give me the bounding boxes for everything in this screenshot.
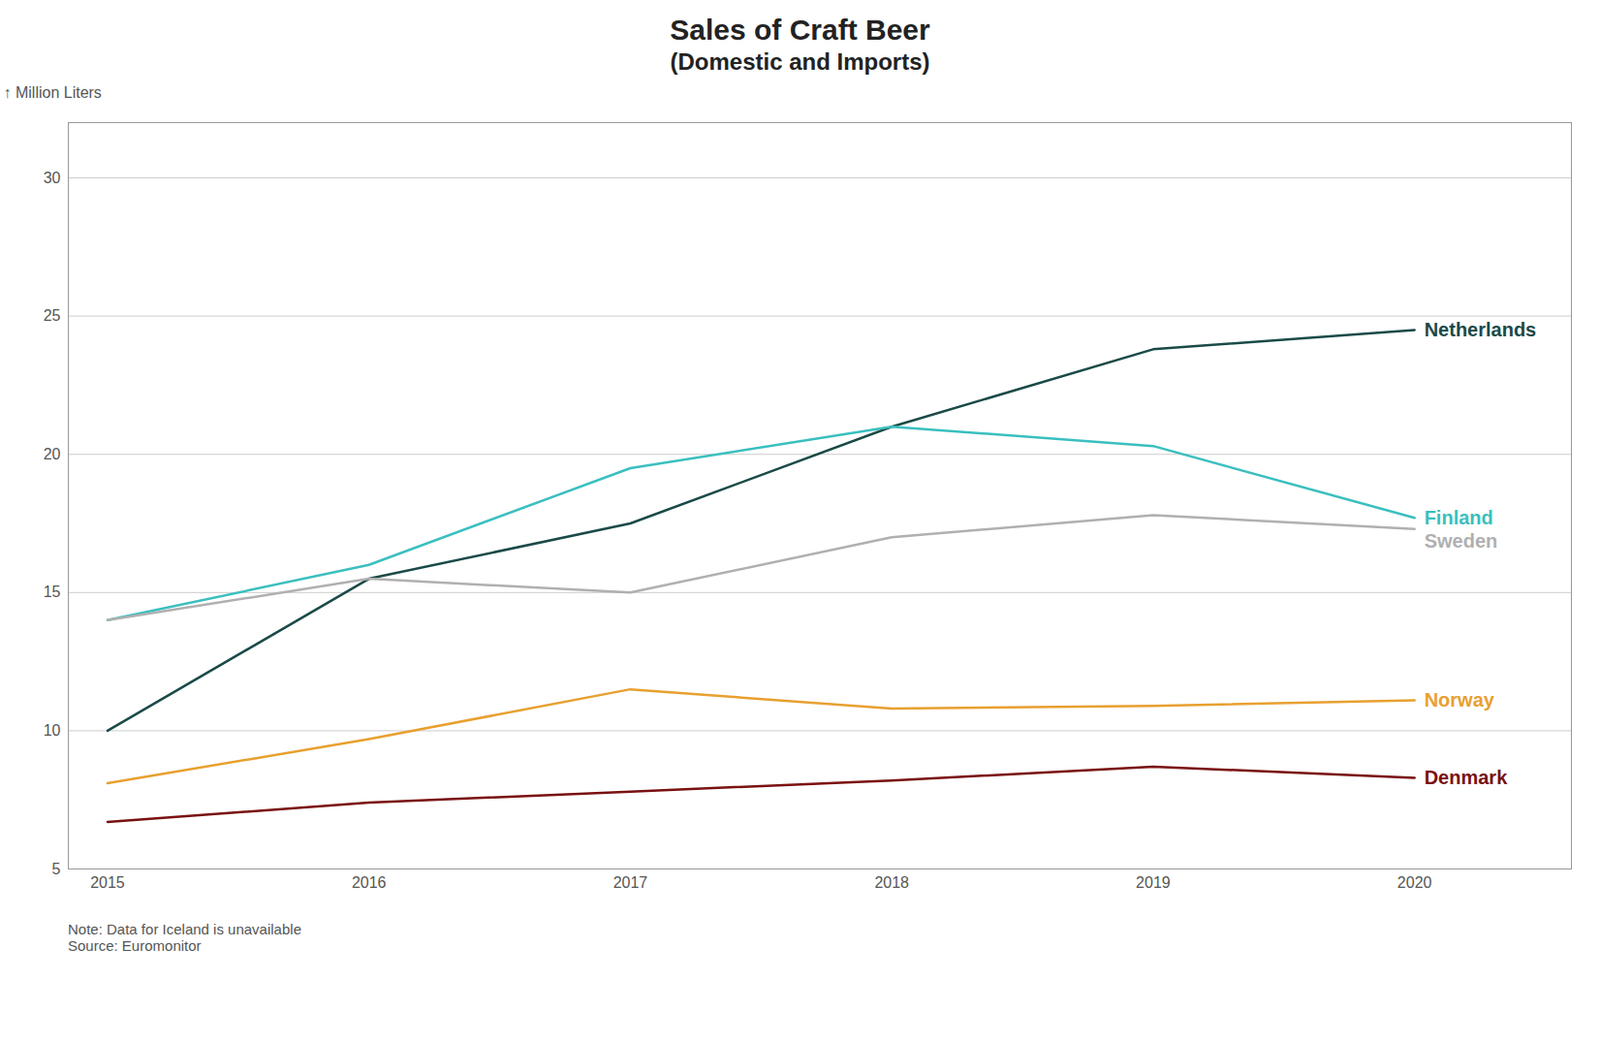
svg-text:2018: 2018 bbox=[874, 874, 910, 891]
svg-text:15: 15 bbox=[43, 583, 62, 600]
svg-text:30: 30 bbox=[43, 169, 62, 187]
svg-text:2017: 2017 bbox=[613, 874, 649, 891]
svg-text:20: 20 bbox=[43, 445, 62, 463]
svg-text:Finland: Finland bbox=[1424, 506, 1494, 529]
svg-text:Norway: Norway bbox=[1424, 689, 1496, 711]
svg-text:Denmark: Denmark bbox=[1424, 766, 1508, 788]
html-text:Note: Data for Iceland is unav: Note: Data for Iceland is unavailable So… bbox=[67, 920, 302, 954]
svg-text:5: 5 bbox=[52, 860, 62, 878]
svg-text:2020: 2020 bbox=[1397, 874, 1433, 891]
svg-text:25: 25 bbox=[43, 307, 62, 324]
svg-text:2015: 2015 bbox=[90, 874, 126, 891]
svg-text:Netherlands: Netherlands bbox=[1424, 318, 1538, 341]
svg-text:10: 10 bbox=[43, 721, 62, 739]
svg-text:2016: 2016 bbox=[351, 874, 387, 891]
svg-text:2019: 2019 bbox=[1135, 874, 1171, 891]
svg-text:Sweden: Sweden bbox=[1424, 530, 1499, 552]
svg-text:↑ Million Liters: ↑ Million Liters bbox=[3, 84, 102, 101]
html-text:Sales of Craft Beer: Sales of Craft Beer bbox=[669, 13, 931, 46]
html-text:(Domestic and Imports): (Domestic and Imports) bbox=[670, 48, 930, 75]
